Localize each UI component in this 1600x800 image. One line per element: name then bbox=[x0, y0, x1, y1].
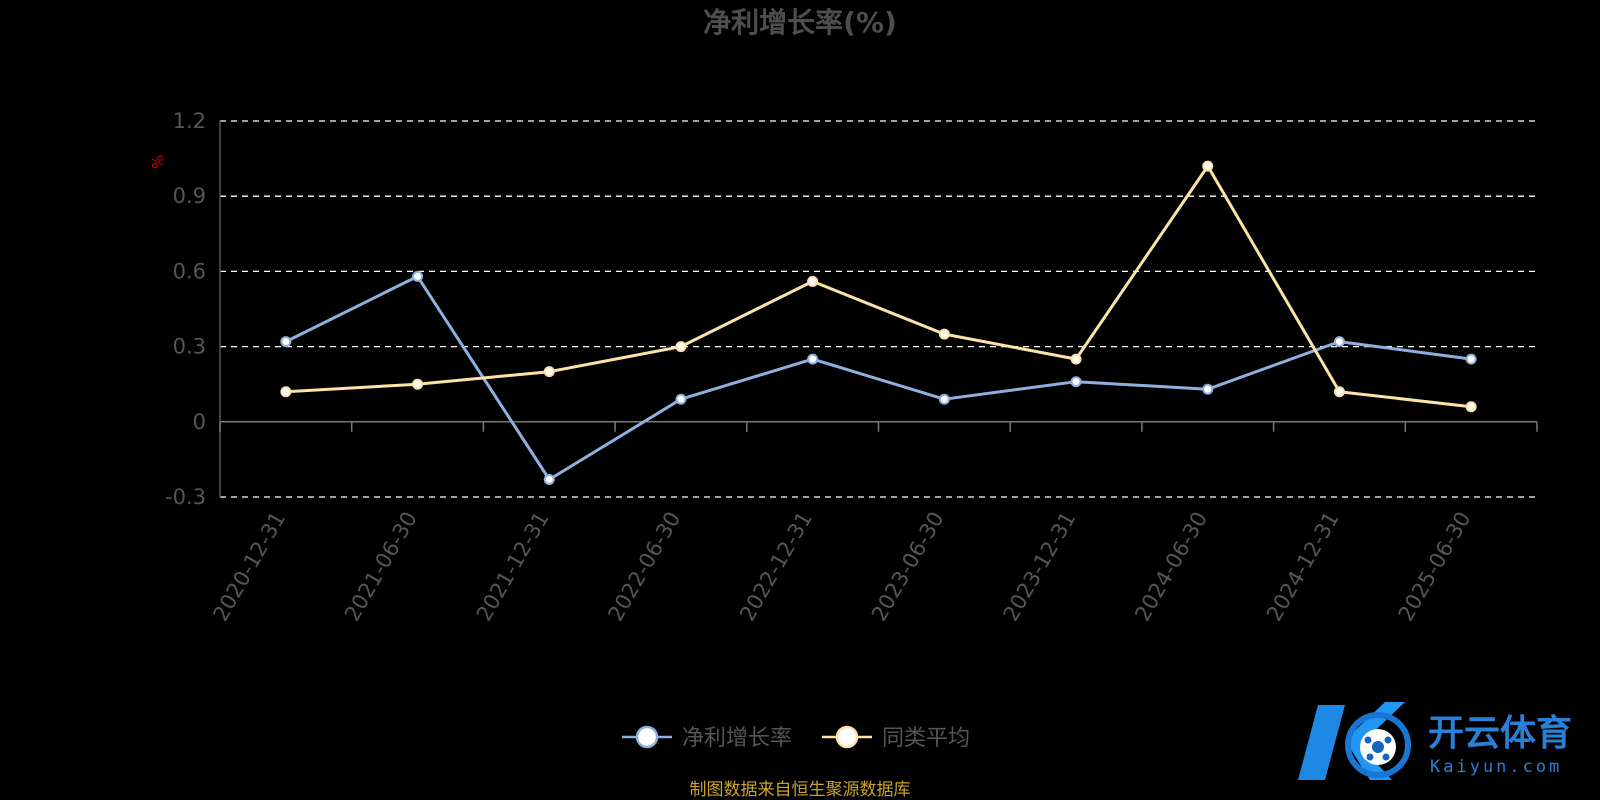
data-point[interactable] bbox=[1333, 386, 1345, 398]
data-point[interactable] bbox=[1465, 401, 1477, 413]
watermark-logo: 开云体育 Kaiyun.com bbox=[1298, 702, 1572, 780]
legend-label-series-1: 净利增长率 bbox=[682, 726, 792, 751]
data-point[interactable] bbox=[675, 393, 687, 405]
data-point[interactable] bbox=[1202, 160, 1214, 172]
data-point[interactable] bbox=[1070, 376, 1082, 388]
series bbox=[280, 160, 1477, 485]
y-tick-labels: -0.3 0 0.3 0.6 0.9 1.2 bbox=[165, 109, 206, 509]
series-line-2 bbox=[285, 164, 1472, 409]
data-point[interactable] bbox=[938, 393, 950, 405]
y-tick-label: 1.2 bbox=[173, 109, 206, 133]
x-tick-label: 2021-12-31 bbox=[472, 508, 554, 626]
data-point[interactable] bbox=[412, 270, 424, 282]
data-point[interactable] bbox=[280, 336, 292, 348]
data-point[interactable] bbox=[1465, 353, 1477, 365]
legend-item-series-2[interactable]: 同类平均 bbox=[822, 725, 970, 751]
source-note: 制图数据来自恒生聚源数据库 bbox=[690, 780, 911, 800]
x-tick-label: 2023-06-30 bbox=[867, 508, 949, 626]
y-tick-label: 0.3 bbox=[173, 335, 206, 359]
kaiyun-logo-icon bbox=[1298, 702, 1411, 780]
data-point[interactable] bbox=[807, 275, 819, 287]
x-tick-label: 2025-06-30 bbox=[1394, 508, 1476, 626]
x-tick-label: 2024-12-31 bbox=[1262, 508, 1344, 626]
watermark-brand-en: Kaiyun.com bbox=[1430, 757, 1562, 777]
data-point[interactable] bbox=[807, 353, 819, 365]
data-point[interactable] bbox=[1333, 336, 1345, 348]
x-tick-label: 2022-06-30 bbox=[603, 508, 685, 626]
legend-item-series-1[interactable]: 净利增长率 bbox=[622, 725, 792, 751]
data-point[interactable] bbox=[412, 378, 424, 390]
legend-label-series-2: 同类平均 bbox=[882, 726, 970, 751]
axes bbox=[219, 121, 1538, 497]
y-tick-label: 0.9 bbox=[173, 184, 206, 208]
legend-marker-series-1 bbox=[635, 725, 659, 749]
x-tick-labels: 2020-12-31 2021-06-30 2021-12-31 2022-06-30… bbox=[208, 508, 1475, 626]
x-tick-label: 2024-06-30 bbox=[1130, 508, 1212, 626]
y-tick-label: -0.3 bbox=[165, 485, 206, 509]
x-tick-label: 2022-12-31 bbox=[735, 508, 817, 626]
x-tick-label: 2021-06-30 bbox=[340, 508, 422, 626]
data-point[interactable] bbox=[675, 341, 687, 353]
y-axis-unit: % bbox=[149, 155, 167, 169]
data-point[interactable] bbox=[1202, 383, 1214, 395]
data-point[interactable] bbox=[280, 386, 292, 398]
y-tick-label: 0.6 bbox=[173, 259, 206, 283]
watermark-brand-cn: 开云体育 bbox=[1428, 713, 1572, 754]
data-point[interactable] bbox=[543, 366, 555, 378]
chart-title: 净利增长率(%) bbox=[703, 6, 897, 39]
legend-marker-series-2 bbox=[835, 725, 859, 749]
data-point[interactable] bbox=[938, 328, 950, 340]
x-tick-label: 2020-12-31 bbox=[208, 508, 290, 626]
data-point[interactable] bbox=[1070, 353, 1082, 365]
x-tick-label: 2023-12-31 bbox=[999, 508, 1081, 626]
legend[interactable]: 净利增长率 同类平均 bbox=[622, 725, 970, 751]
data-point[interactable] bbox=[543, 473, 555, 485]
y-tick-label: 0 bbox=[193, 410, 206, 434]
